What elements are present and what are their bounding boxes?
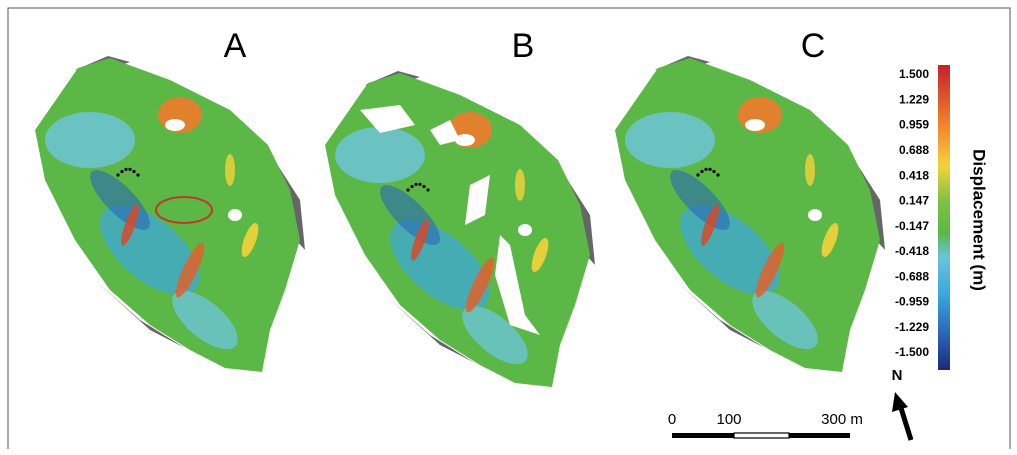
map-patch	[165, 119, 185, 131]
map-patch	[335, 127, 425, 183]
marker-dot	[708, 168, 711, 171]
colorbar	[938, 65, 950, 370]
colorbar-label: -0.418	[895, 244, 929, 258]
colorbar-label: -0.688	[895, 269, 929, 283]
scale-label: 100	[716, 411, 741, 428]
marker-dot	[116, 173, 119, 176]
north-arrow	[901, 408, 911, 440]
marker-dot	[406, 188, 409, 191]
map-patch	[745, 119, 765, 131]
map-panel	[325, 71, 595, 387]
panel-label: B	[512, 27, 535, 65]
colorbar-title: Displacement (m)	[970, 149, 989, 291]
map-patch	[225, 154, 235, 186]
colorbar-label: -1.229	[895, 320, 929, 334]
north-label: N	[892, 367, 903, 384]
colorbar-label: 0.959	[899, 118, 929, 132]
north-arrow-head	[892, 392, 908, 412]
map-patch	[518, 224, 532, 236]
colorbar-label: 0.688	[899, 143, 929, 157]
marker-dot	[716, 173, 719, 176]
scale-segment	[672, 433, 734, 438]
colorbar-label: 0.418	[899, 168, 929, 182]
scale-label: 300 m	[821, 411, 863, 428]
colorbar-label: -0.959	[895, 295, 929, 309]
marker-dot	[414, 183, 417, 186]
marker-dot	[418, 183, 421, 186]
marker-dot	[696, 173, 699, 176]
maps	[35, 56, 885, 387]
map-patch	[805, 154, 815, 186]
colorbar-label: 1.500	[899, 67, 929, 81]
marker-dot	[700, 170, 703, 173]
map-patch	[515, 169, 525, 201]
panel-label: A	[224, 27, 247, 65]
map-patch	[228, 209, 242, 221]
scale-segment	[734, 433, 789, 438]
map-patch	[808, 209, 822, 221]
marker-dot	[422, 185, 425, 188]
figure: A B C 1.500 1.229 0.959 0.688 0.418 0.147 -0.1…	[0, 0, 1017, 450]
marker-dot	[426, 188, 429, 191]
marker-dot	[704, 168, 707, 171]
colorbar-label: 1.229	[899, 92, 929, 106]
marker-dot	[128, 168, 131, 171]
map-patch	[45, 112, 135, 168]
colorbar-label: 0.147	[899, 194, 929, 208]
scale-label: 0	[668, 411, 676, 428]
map-panel	[35, 56, 305, 372]
colorbar-label: -0.147	[895, 219, 929, 233]
marker-dot	[410, 185, 413, 188]
colorbar-labels: 1.500 1.229 0.959 0.688 0.418 0.147 -0.147 -0.4…	[895, 67, 929, 359]
marker-dot	[132, 170, 135, 173]
map-panel	[615, 56, 885, 372]
marker-dot	[120, 170, 123, 173]
panel-label: C	[801, 27, 826, 65]
colorbar-label: -1.500	[895, 345, 929, 359]
marker-dot	[136, 173, 139, 176]
scale-segment	[789, 433, 850, 438]
marker-dot	[712, 170, 715, 173]
map-patch	[625, 112, 715, 168]
marker-dot	[124, 168, 127, 171]
